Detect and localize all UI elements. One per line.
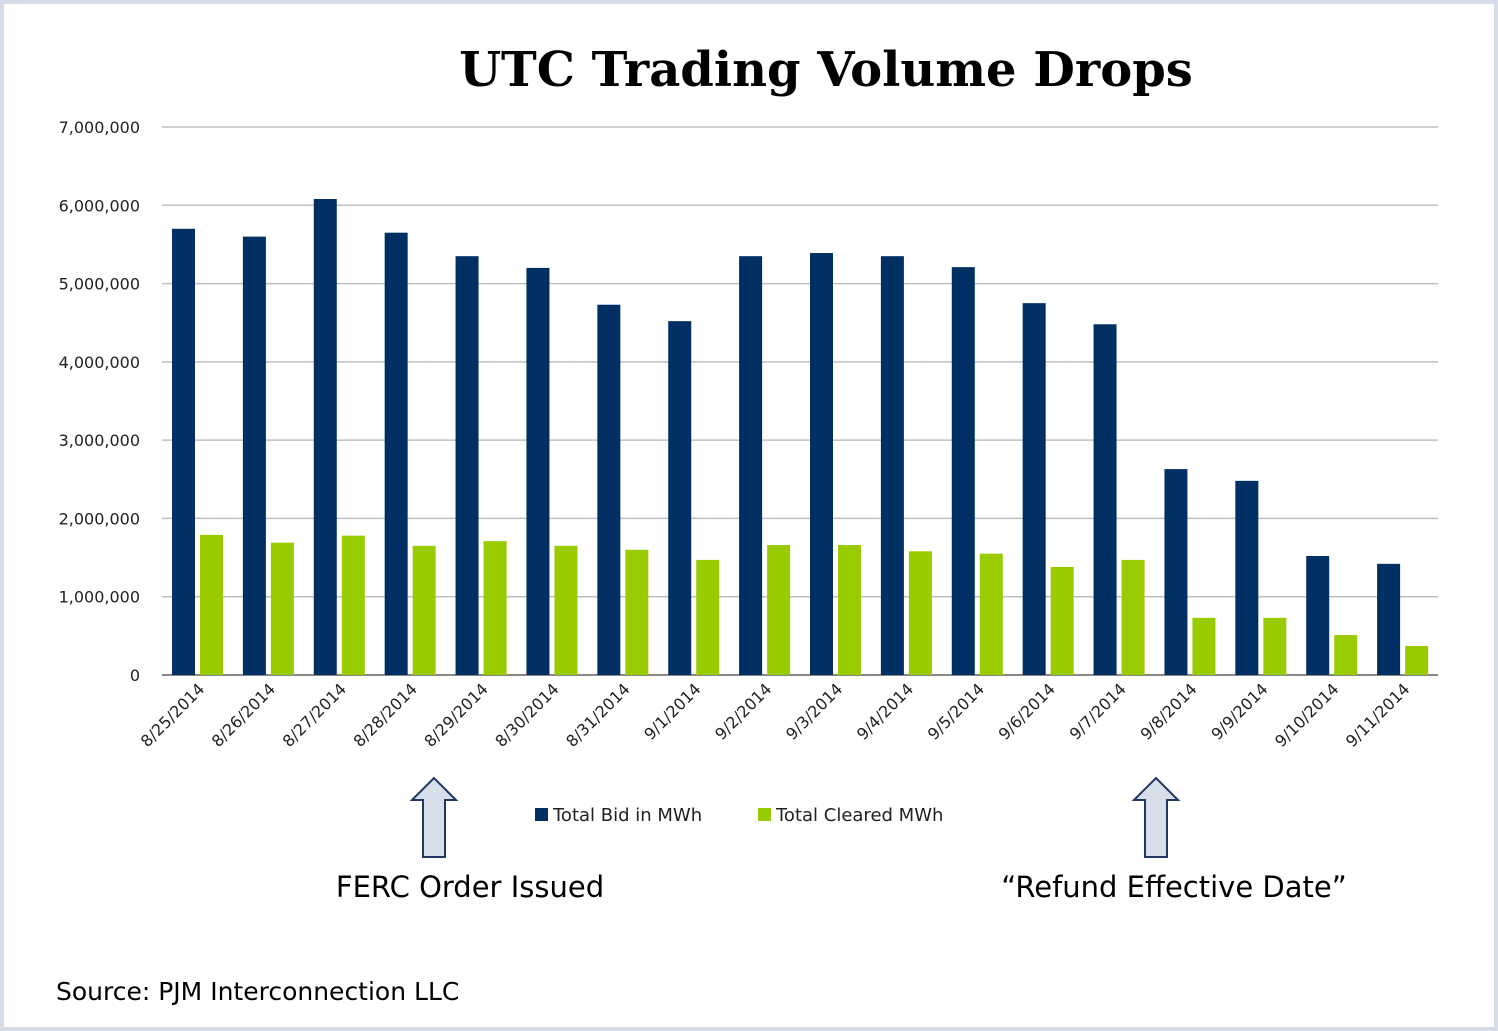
bar-cleared [554, 545, 578, 675]
x-tick-label: 9/1/2014 [640, 679, 704, 743]
bar-bid [597, 304, 621, 675]
bar-bid [455, 256, 479, 675]
y-tick-label: 1,000,000 [59, 588, 140, 607]
x-tick-label: 8/27/2014 [279, 679, 350, 750]
bar-cleared [1263, 617, 1287, 675]
x-tick-label: 9/9/2014 [1207, 679, 1271, 743]
x-tick-label: 8/30/2014 [491, 679, 562, 750]
bar-cleared [838, 545, 861, 675]
y-tick-label: 6,000,000 [59, 196, 140, 215]
x-tick-label: 9/10/2014 [1271, 679, 1342, 750]
annotation-refund-text: “Refund Effective Date” [1001, 870, 1347, 904]
legend: Total Bid in MWh Total Cleared MWh [535, 805, 943, 826]
bar-bid [384, 232, 408, 675]
up-arrow-icon [409, 776, 459, 858]
bar-cleared [1405, 646, 1429, 675]
bar-bid [739, 256, 763, 675]
bar-bid [1306, 556, 1330, 675]
x-tick-label: 8/28/2014 [349, 679, 420, 750]
y-tick-label: 0 [130, 666, 140, 685]
x-tick-label: 9/8/2014 [1136, 679, 1200, 743]
annotation-refund: “Refund Effective Date” [1001, 776, 1347, 904]
bar-cleared [270, 542, 294, 675]
source-note: Source: PJM Interconnection LLC [56, 977, 459, 1006]
x-tick-label: 8/29/2014 [420, 679, 491, 750]
y-tick-label: 5,000,000 [59, 275, 140, 294]
bar-bid [810, 253, 833, 676]
bar-bid [668, 321, 692, 675]
bar-cleared [1050, 566, 1074, 675]
bar-bid [313, 199, 337, 675]
x-tick-label: 9/11/2014 [1342, 679, 1413, 750]
bar-cleared [979, 553, 1003, 675]
bar-bid [242, 236, 266, 675]
bar-cleared [1121, 559, 1145, 675]
x-tick-label: 9/3/2014 [782, 679, 846, 743]
bar-cleared [696, 559, 720, 675]
bar-cleared [767, 545, 791, 675]
y-tick-label: 2,000,000 [59, 509, 140, 528]
x-tick-label: 9/4/2014 [853, 679, 917, 743]
bar-cleared [1334, 635, 1358, 675]
annotation-ferc-text: FERC Order Issued [336, 870, 604, 904]
legend-swatch-bid [535, 808, 548, 821]
legend-swatch-cleared [758, 808, 771, 821]
y-tick-label: 7,000,000 [59, 118, 140, 137]
x-tick-label: 9/5/2014 [924, 679, 988, 743]
bar-bid [172, 228, 195, 675]
bar-cleared [200, 534, 223, 675]
bar-cleared [341, 535, 365, 675]
legend-label-cleared: Total Cleared MWh [775, 805, 943, 826]
bar-bid [880, 256, 904, 675]
bar-cleared [483, 541, 507, 675]
bar-bid [526, 267, 550, 675]
x-tick-label: 9/6/2014 [995, 679, 1059, 743]
chart-title: UTC Trading Volume Drops [459, 42, 1193, 98]
bar-bid [1377, 563, 1401, 675]
x-tick-label: 8/25/2014 [137, 679, 208, 750]
bar-cleared [1192, 617, 1216, 675]
bar-cleared [412, 545, 436, 675]
bar-bid [1022, 303, 1046, 675]
y-tick-label: 4,000,000 [59, 353, 140, 372]
bar-cleared [625, 549, 649, 675]
bar-bid [1093, 324, 1117, 675]
x-tick-label: 8/31/2014 [562, 679, 633, 750]
x-tick-label: 9/7/2014 [1066, 679, 1130, 743]
up-arrow-icon [1131, 776, 1181, 858]
annotation-ferc: FERC Order Issued [336, 776, 604, 904]
bar-bid [1164, 469, 1188, 675]
legend-label-bid: Total Bid in MWh [552, 805, 702, 826]
bar-cleared [908, 551, 932, 675]
x-tick-label: 8/26/2014 [208, 679, 279, 750]
y-tick-label: 3,000,000 [59, 431, 140, 450]
x-tick-label: 9/2/2014 [711, 679, 775, 743]
bar-bid [1235, 480, 1259, 675]
bar-bid [951, 267, 975, 675]
